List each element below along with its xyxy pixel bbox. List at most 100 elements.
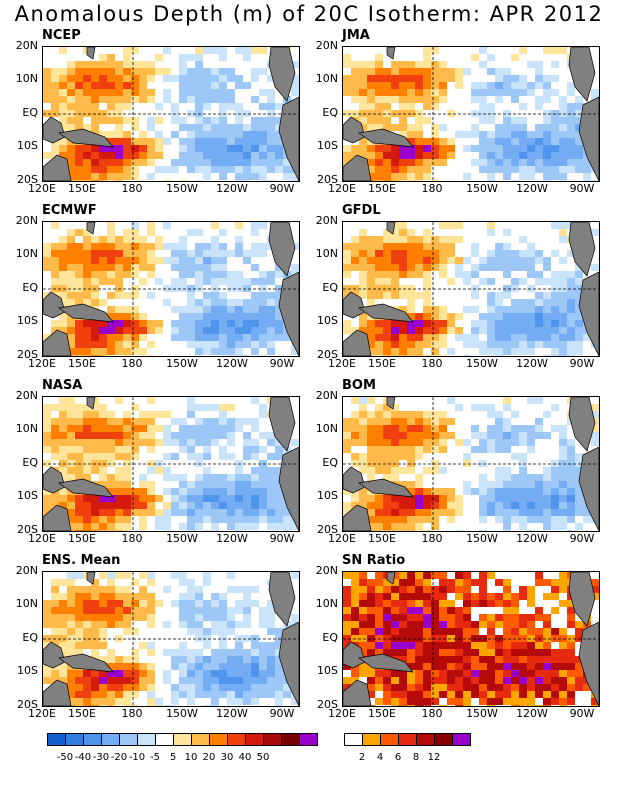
grid-cell xyxy=(155,320,164,328)
grid-cell xyxy=(431,425,440,433)
grid-cell xyxy=(171,68,180,76)
grid-cell xyxy=(343,586,352,594)
grid-cell xyxy=(559,425,568,433)
grid-cell xyxy=(99,96,108,104)
grid-cell xyxy=(407,509,416,517)
grid-cell xyxy=(267,166,276,174)
grid-cell xyxy=(511,411,520,419)
grid-cell xyxy=(83,96,92,104)
grid-cell xyxy=(147,404,156,412)
grid-cell xyxy=(399,404,408,412)
grid-cell xyxy=(195,404,204,412)
grid-cell xyxy=(559,488,568,496)
grid-cell xyxy=(107,131,116,139)
grid-cell xyxy=(163,439,172,447)
grid-cell xyxy=(343,397,352,405)
map-plot xyxy=(42,396,300,532)
grid-cell xyxy=(67,418,76,426)
grid-cell xyxy=(519,446,528,454)
grid-cell xyxy=(107,320,116,328)
grid-cell xyxy=(447,152,456,160)
grid-cell xyxy=(511,313,520,321)
grid-cell xyxy=(259,257,268,265)
grid-cell xyxy=(567,432,576,440)
grid-cell xyxy=(275,334,284,342)
grid-cell xyxy=(219,586,228,594)
grid-cell xyxy=(235,432,244,440)
grid-cell xyxy=(479,117,488,125)
grid-cell xyxy=(171,173,180,181)
grid-cell xyxy=(43,446,52,454)
grid-cell xyxy=(527,257,536,265)
grid-cell xyxy=(171,313,180,321)
grid-cell xyxy=(243,334,252,342)
grid-cell xyxy=(163,145,172,153)
grid-cell xyxy=(187,110,196,118)
grid-cell xyxy=(155,593,164,601)
grid-cell xyxy=(75,327,84,335)
grid-cell xyxy=(43,68,52,76)
grid-cell xyxy=(559,117,568,125)
grid-cell xyxy=(243,180,252,181)
grid-cell xyxy=(591,425,599,433)
grid-cell xyxy=(235,75,244,83)
grid-cell xyxy=(559,131,568,139)
grid-cell xyxy=(187,243,196,251)
grid-cell xyxy=(83,124,92,132)
grid-cell xyxy=(359,600,368,608)
grid-cell xyxy=(383,271,392,279)
grid-cell xyxy=(383,61,392,69)
grid-cell xyxy=(235,579,244,587)
grid-cell xyxy=(115,516,124,524)
grid-cell xyxy=(131,124,140,132)
grid-cell xyxy=(139,411,148,419)
grid-cell xyxy=(83,341,92,349)
grid-cell xyxy=(495,481,504,489)
grid-cell xyxy=(275,663,284,671)
land-shape-0 xyxy=(43,504,72,531)
grid-cell xyxy=(251,642,260,650)
grid-cell xyxy=(375,425,384,433)
grid-cell xyxy=(195,397,204,405)
grid-cell xyxy=(275,306,284,314)
grid-cell xyxy=(463,306,472,314)
grid-cell xyxy=(343,243,352,251)
grid-cell xyxy=(567,250,576,258)
grid-cell xyxy=(243,110,252,118)
grid-cell xyxy=(343,628,352,636)
lon-tick-label: 120W xyxy=(516,182,548,195)
grid-cell xyxy=(455,621,464,629)
grid-cell xyxy=(527,173,536,181)
grid-cell xyxy=(415,488,424,496)
grid-cell xyxy=(67,152,76,160)
grid-cell xyxy=(415,145,424,153)
grid-cell xyxy=(431,180,440,181)
grid-cell xyxy=(147,320,156,328)
grid-cell xyxy=(367,327,376,335)
grid-cell xyxy=(519,61,528,69)
grid-cell xyxy=(423,341,432,349)
grid-cell xyxy=(187,103,196,111)
grid-cell xyxy=(551,89,560,97)
grid-cell xyxy=(567,355,576,356)
lon-tick-label: 120W xyxy=(216,357,248,370)
grid-cell xyxy=(187,117,196,125)
grid-cell xyxy=(203,117,212,125)
grid-cell xyxy=(447,621,456,629)
grid-cell xyxy=(259,166,268,174)
grid-cell xyxy=(275,180,284,181)
grid-cell xyxy=(511,495,520,503)
grid-cell xyxy=(187,705,196,706)
grid-cell xyxy=(275,677,284,685)
grid-cell xyxy=(503,152,512,160)
grid-cell xyxy=(163,600,172,608)
grid-cell xyxy=(351,411,360,419)
grid-cell xyxy=(359,320,368,328)
grid-cell xyxy=(203,579,212,587)
grid-cell xyxy=(163,593,172,601)
grid-cell xyxy=(219,138,228,146)
grid-cell xyxy=(155,467,164,475)
grid-cell xyxy=(43,495,52,503)
grid-cell xyxy=(155,677,164,685)
grid-cell xyxy=(59,439,68,447)
